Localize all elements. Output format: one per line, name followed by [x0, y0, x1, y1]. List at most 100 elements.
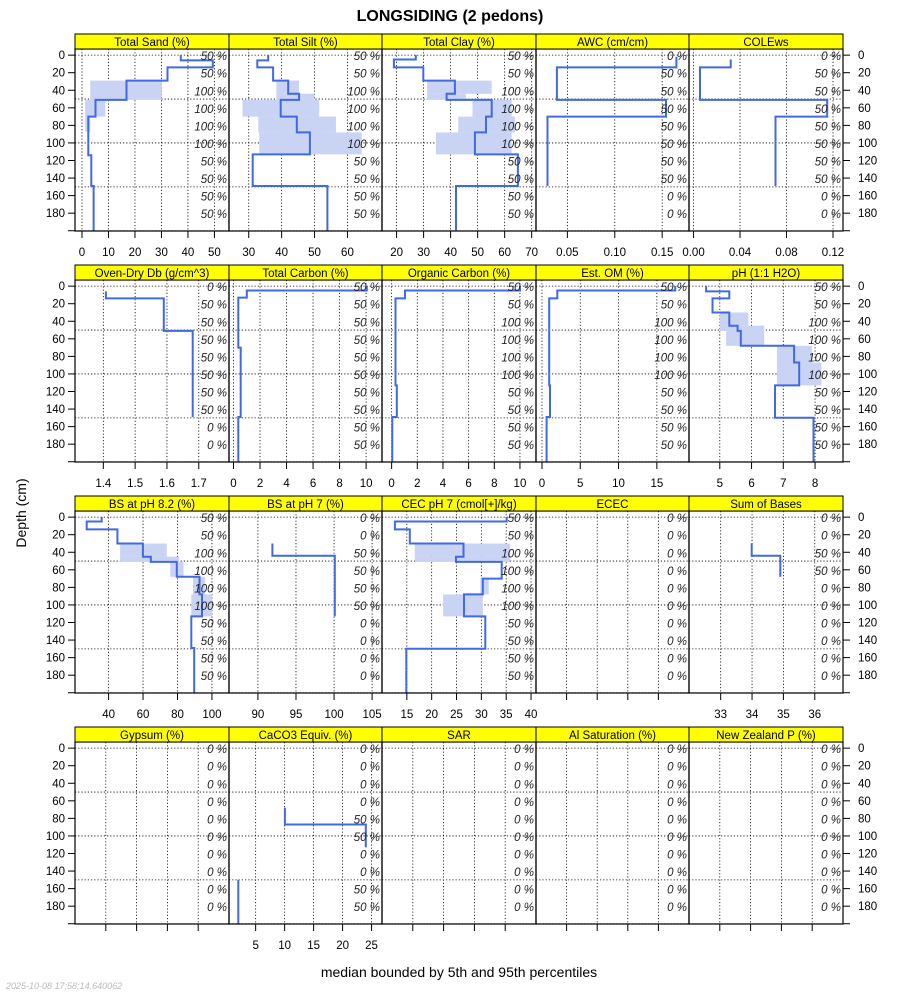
y-tick-label-right: 20	[858, 761, 871, 773]
data-coverage-label: 100 %	[347, 121, 380, 133]
panel: 0 % 50 % 50 % 50 % 50 % 50 % 50 % 50 % 0 % 0 % AWC…	[535, 33, 690, 259]
y-tick-label-right: 180	[858, 439, 877, 451]
x-tick-label: 40	[525, 709, 538, 721]
data-coverage-label: 50 %	[815, 566, 841, 578]
data-coverage-label: 0 %	[360, 797, 380, 809]
panel-title: New Zealand P (%)	[716, 730, 816, 742]
data-coverage-label: 100 %	[194, 548, 227, 560]
y-tick-label-right: 0	[858, 743, 864, 755]
data-coverage-label: 100 %	[501, 139, 534, 151]
data-coverage-label: 50 %	[508, 388, 534, 400]
data-coverage-label: 0 %	[821, 209, 841, 221]
data-coverage-label: 0 %	[821, 814, 841, 826]
data-coverage-label: 0 %	[821, 531, 841, 543]
median-line	[237, 807, 367, 924]
panel: 0 % 0 % 50 % 50 % 0 % 0 % 0 % 0 % 0 % 0 % Sum of B…	[688, 495, 844, 721]
data-coverage-label: 0 %	[207, 885, 227, 897]
y-tick-label-left: 0	[59, 743, 65, 755]
data-coverage-label: 50 %	[201, 370, 227, 382]
panel-title: BS at pH 8.2 (%)	[109, 499, 195, 511]
y-tick-label-right: 180	[858, 901, 877, 913]
y-tick-label-right: 20	[858, 299, 871, 311]
x-tick-label: 60	[498, 247, 511, 259]
data-coverage-label: 100 %	[654, 317, 687, 329]
y-tick-label-right: 100	[858, 600, 877, 612]
x-tick-label: 15	[650, 478, 663, 490]
median-line	[750, 543, 782, 577]
y-tick-label-right: 60	[858, 796, 871, 808]
data-coverage-label: 0 %	[207, 440, 227, 452]
data-coverage-label: 100 %	[654, 370, 687, 382]
data-coverage-label: 50 %	[201, 636, 227, 648]
data-coverage-label: 0 %	[667, 671, 687, 683]
median-line	[699, 59, 829, 186]
data-coverage-label: 100 %	[501, 104, 534, 116]
data-coverage-label: 100 %	[501, 566, 534, 578]
data-coverage-label: 0 %	[821, 671, 841, 683]
data-coverage-label: 50 %	[201, 531, 227, 543]
data-coverage-label: 100 %	[654, 335, 687, 347]
data-coverage-label: 0 %	[667, 601, 687, 613]
y-tick-label-left: 160	[46, 191, 65, 203]
x-tick-label: 40	[102, 709, 115, 721]
data-coverage-label: 0 %	[821, 601, 841, 613]
y-tick-label-right: 40	[858, 316, 871, 328]
median-line	[87, 55, 214, 231]
median-line	[104, 291, 194, 417]
panel: 50 % 50 % 100 % 100 % 100 % 100 % 50 % 50 % 50 %…	[688, 264, 844, 490]
data-coverage-label: 0 %	[207, 282, 227, 294]
percentile-band	[719, 325, 765, 331]
data-coverage-label: 50 %	[815, 174, 841, 186]
data-coverage-label: 100 %	[194, 104, 227, 116]
data-coverage-label: 50 %	[354, 405, 380, 417]
data-coverage-label: 50 %	[815, 440, 841, 452]
x-tick-label: 10	[514, 478, 527, 490]
median-line	[393, 517, 508, 693]
data-coverage-label: 50 %	[815, 121, 841, 133]
y-tick-label-left: 140	[46, 404, 65, 416]
y-tick-label-right: 0	[858, 281, 864, 293]
data-coverage-label: 50 %	[201, 51, 227, 63]
data-coverage-label: 50 %	[354, 192, 380, 204]
data-coverage-label: 50 %	[508, 405, 534, 417]
data-coverage-label: 0 %	[821, 619, 841, 631]
data-coverage-label: 50 %	[201, 192, 227, 204]
panel: 50 % 50 % 100 % 100 % 100 % 100 % 50 % 50 % 50 %…	[381, 33, 538, 259]
data-coverage-label: 0 %	[514, 832, 534, 844]
data-coverage-label: 100 %	[501, 583, 534, 595]
y-tick-label-left: 40	[52, 778, 65, 790]
y-tick-label-right: 160	[858, 884, 877, 896]
panel: 0 % 0 % 0 % 0 % 0 % 0 % 0 % 0 % 0 % 0 % ECEC	[535, 495, 690, 700]
data-coverage-label: 100 %	[808, 317, 841, 329]
y-tick-label-right: 140	[858, 635, 877, 647]
data-coverage-label: 100 %	[194, 566, 227, 578]
panel: 50 % 50 % 100 % 100 % 100 % 100 % 50 % 50 % 50 %…	[535, 264, 690, 490]
data-coverage-label: 50 %	[508, 174, 534, 186]
y-tick-label-right: 160	[858, 191, 877, 203]
data-coverage-label: 0 %	[207, 797, 227, 809]
y-tick-label-left: 60	[52, 334, 65, 346]
median-line	[237, 286, 368, 462]
x-tick-label: 0.08	[775, 247, 797, 259]
y-tick-label-right: 60	[858, 565, 871, 577]
data-coverage-label: 50 %	[201, 671, 227, 683]
x-tick-label: 50	[471, 247, 484, 259]
x-tick-label: 10	[102, 247, 115, 259]
x-tick-label: 30	[155, 247, 168, 259]
data-coverage-label: 0 %	[360, 619, 380, 631]
x-tick-label: 80	[171, 709, 184, 721]
x-tick-label: 0.12	[822, 247, 844, 259]
panels: 50 %50 %100 %100 %100 %100 %50 %50 %50 %…	[46, 33, 877, 952]
y-tick-label-left: 20	[52, 299, 65, 311]
y-tick-label-right: 60	[858, 103, 871, 115]
data-coverage-label: 100 %	[501, 335, 534, 347]
data-coverage-label: 50 %	[354, 352, 380, 364]
y-tick-label-left: 180	[46, 208, 65, 220]
x-tick-label: 0.04	[729, 247, 752, 259]
y-tick-label-left: 20	[52, 530, 65, 542]
panel-strip	[688, 33, 844, 50]
x-tick-label: 60	[341, 247, 354, 259]
x-tick-label: 15	[400, 709, 413, 721]
y-tick-label-left: 100	[46, 369, 65, 381]
